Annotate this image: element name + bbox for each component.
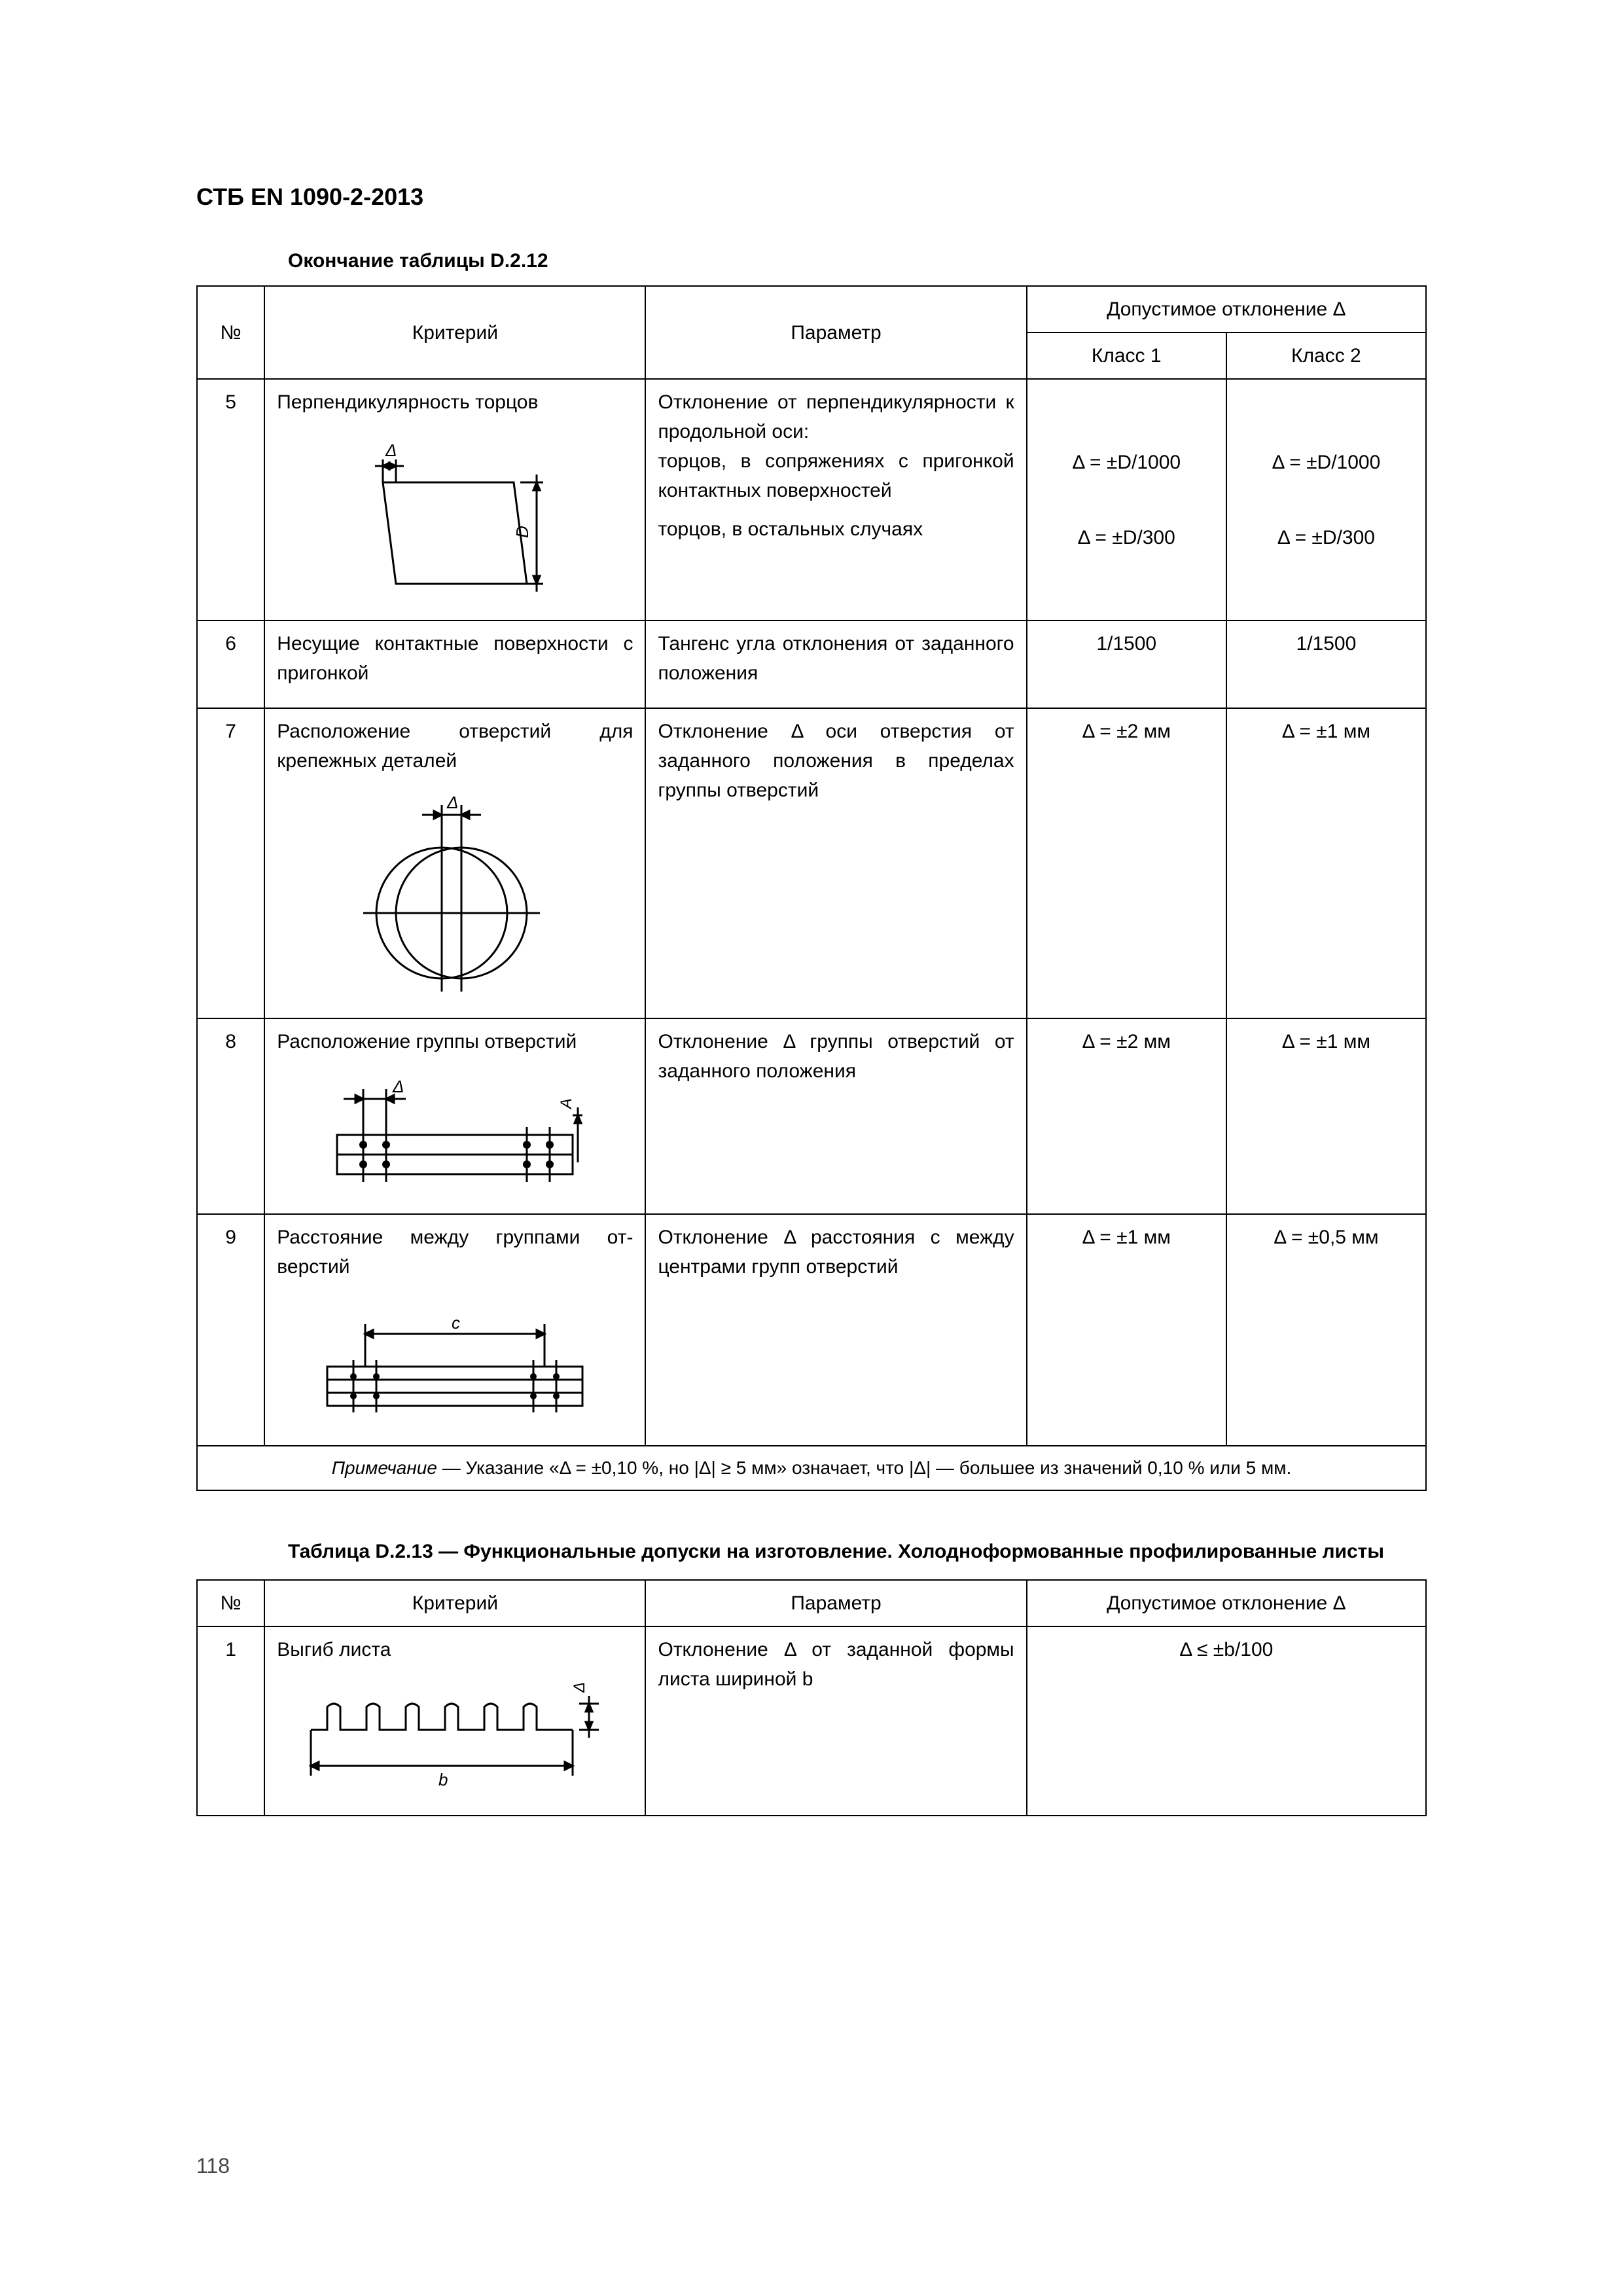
cell-param: Тангенс угла отклонения от за­данного по… xyxy=(645,620,1026,708)
footnote-label: Примечание xyxy=(332,1458,437,1478)
cell-class2: Δ = ±D/1000 Δ = ±D/300 xyxy=(1226,379,1426,620)
table-row: 6 Несущие контактные поверх­ности с приг… xyxy=(197,620,1426,708)
cell-param: Отклонение Δ расстояния c между центрами… xyxy=(645,1214,1026,1446)
svg-text:Δ: Δ xyxy=(385,440,397,460)
cell-class1: Δ = ±2 мм xyxy=(1027,708,1226,1018)
cell-class1: Δ = ±D/1000 Δ = ±D/300 xyxy=(1027,379,1226,620)
crit-title: Выгиб листа xyxy=(277,1635,633,1664)
cell-num: 7 xyxy=(197,708,264,1018)
th-crit: Критерий xyxy=(264,286,645,379)
cell-param: Отклонение Δ группы отвер­стий от заданн… xyxy=(645,1018,1026,1214)
cell-crit: Расстояние между группами от­верстий xyxy=(264,1214,645,1446)
svg-text:Δ: Δ xyxy=(392,1077,404,1096)
svg-text:D: D xyxy=(512,526,532,538)
cell-class1: Δ = ±2 мм xyxy=(1027,1018,1226,1214)
doc-header: СТБ EN 1090-2-2013 xyxy=(196,183,1427,211)
svg-text:Δ: Δ xyxy=(571,1682,588,1693)
table-d212: № Критерий Параметр Допустимое отклонени… xyxy=(196,285,1427,1491)
table-row: 8 Расположение группы отвер­с­тий xyxy=(197,1018,1426,1214)
cell-num: 5 xyxy=(197,379,264,620)
th-tol: Допустимое отклонение Δ xyxy=(1027,286,1426,332)
crit-title: Несущие контактные поверх­ности с пригон… xyxy=(277,629,633,688)
cell-param: Отклонение Δ от заданной формы листа шир… xyxy=(645,1626,1026,1816)
cell-num: 9 xyxy=(197,1214,264,1446)
cell-num: 1 xyxy=(197,1626,264,1816)
page-number: 118 xyxy=(196,2154,230,2178)
group-distance-diagram-icon: c xyxy=(277,1295,633,1426)
th-param: Параметр xyxy=(645,286,1026,379)
svg-text:Δ: Δ xyxy=(446,793,458,812)
table2-caption: Таблица D.2.13 — Функциональные допуски … xyxy=(288,1537,1427,1566)
sheet-bow-diagram-icon: b Δ xyxy=(277,1677,633,1795)
table1-caption: Окончание таблицы D.2.12 xyxy=(288,250,1427,272)
cell-class1: 1/1500 xyxy=(1027,620,1226,708)
th-tol: Допустимое отклонение Δ xyxy=(1027,1580,1426,1626)
table-row: 9 Расстояние между группами от­верстий xyxy=(197,1214,1426,1446)
svg-text:A: A xyxy=(558,1098,575,1110)
cell-num: 8 xyxy=(197,1018,264,1214)
table-row: 5 Перпендикулярность торцов xyxy=(197,379,1426,620)
table-row: 1 Выгиб листа xyxy=(197,1626,1426,1816)
cell-class2: Δ = ±1 мм xyxy=(1226,708,1426,1018)
th-crit: Критерий xyxy=(264,1580,645,1626)
crit-title: Перпендикулярность торцов xyxy=(277,387,633,417)
cell-crit: Расположение отверстий для крепежных дет… xyxy=(264,708,645,1018)
param-line: торцов, в сопряжениях с пригонкой контак… xyxy=(658,446,1014,505)
cell-crit: Перпендикулярность торцов xyxy=(264,379,645,620)
hole-position-diagram-icon: Δ xyxy=(277,789,633,998)
cell-crit: Несущие контактные поверх­ности с пригон… xyxy=(264,620,645,708)
crit-title: Расположение группы отвер­с­тий xyxy=(277,1027,633,1056)
table-row: 7 Расположение отверстий для крепежных д… xyxy=(197,708,1426,1018)
cell-class1: Δ = ±1 мм xyxy=(1027,1214,1226,1446)
cell-crit: Выгиб листа xyxy=(264,1626,645,1816)
cell-class2: 1/1500 xyxy=(1226,620,1426,708)
class-val: Δ = ±D/1000 xyxy=(1039,448,1214,477)
th-num: № xyxy=(197,286,264,379)
cell-class2: Δ = ±0,5 мм xyxy=(1226,1214,1426,1446)
table-d213: № Критерий Параметр Допустимое отклонени… xyxy=(196,1579,1427,1816)
crit-title: Расположение отверстий для крепежных дет… xyxy=(277,717,633,776)
cell-crit: Расположение группы отвер­с­тий xyxy=(264,1018,645,1214)
svg-text:b: b xyxy=(438,1770,448,1789)
perpendicularity-diagram-icon: Δ D xyxy=(277,430,633,600)
class-val: Δ = ±D/300 xyxy=(1239,523,1414,552)
th-num: № xyxy=(197,1580,264,1626)
th-class2: Класс 2 xyxy=(1226,332,1426,379)
param-line: Отклонение от перпендику­лярности к прод… xyxy=(658,387,1014,446)
th-class1: Класс 1 xyxy=(1027,332,1226,379)
table-footnote: Примечание — Указание «Δ = ±0,10 %, но |… xyxy=(197,1446,1426,1490)
class-val: Δ = ±D/1000 xyxy=(1239,448,1414,477)
hole-group-diagram-icon: Δ A xyxy=(277,1069,633,1194)
cell-param: Отклонение Δ оси отверстия от заданного … xyxy=(645,708,1026,1018)
svg-text:c: c xyxy=(452,1313,460,1333)
cell-tol: Δ ≤ ±b/100 xyxy=(1027,1626,1426,1816)
cell-param: Отклонение от перпендику­лярности к прод… xyxy=(645,379,1026,620)
footnote-text: — Указание «Δ = ±0,10 %, но |Δ| ≥ 5 мм» … xyxy=(437,1458,1291,1478)
crit-title: Расстояние между группами от­верстий xyxy=(277,1223,633,1282)
param-line: торцов, в остальных слу­чаях xyxy=(658,514,1014,544)
cell-class2: Δ = ±1 мм xyxy=(1226,1018,1426,1214)
cell-num: 6 xyxy=(197,620,264,708)
class-val: Δ = ±D/300 xyxy=(1039,523,1214,552)
th-param: Параметр xyxy=(645,1580,1026,1626)
